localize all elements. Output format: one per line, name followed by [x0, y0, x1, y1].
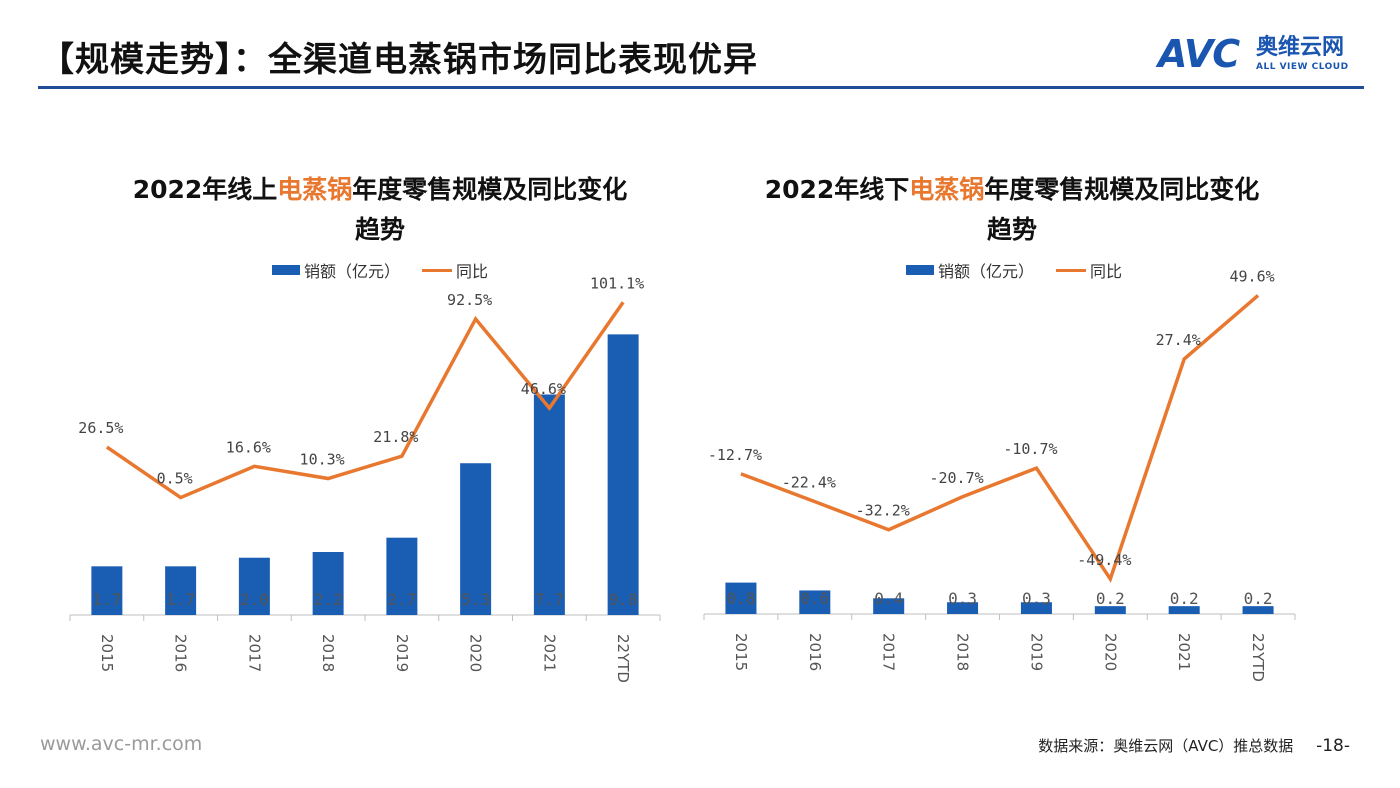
bar-label-offline-2019: 0.3 — [1022, 589, 1051, 608]
chart-title-offline-line2: 趋势 — [986, 215, 1037, 244]
yoy-label-online-22YTD: 101.1% — [590, 274, 644, 292]
chart-title-offline-suffix: 年度零售规模及同比变化 — [984, 175, 1260, 204]
logo-en-text: ALL VIEW CLOUD — [1256, 62, 1349, 72]
chart-title-online: 2022年线上电蒸锅年度零售规模及同比变化 趋势 — [80, 170, 680, 250]
chart-title-offline: 2022年线下电蒸锅年度零售规模及同比变化 趋势 — [712, 170, 1312, 250]
chart-title-online-prefix: 2022年线上 — [132, 175, 278, 204]
bar-offline-2016 — [799, 590, 831, 614]
yoy-label-online-2019: 21.8% — [373, 428, 418, 446]
page-number: -18- — [1316, 736, 1350, 756]
bar-label-online-2019: 2.7 — [387, 590, 416, 609]
yoy-label-online-2018: 10.3% — [300, 451, 345, 469]
bar-label-offline-2021: 0.2 — [1170, 589, 1199, 608]
category-label-online-22YTD: 22YTD — [614, 634, 632, 683]
bar-offline-2019 — [1020, 602, 1052, 614]
legend-bar-label: 销额（亿元） — [938, 262, 1035, 281]
category-label-online-2019: 2019 — [393, 634, 411, 672]
bar-label-offline-22YTD: 0.2 — [1244, 589, 1273, 608]
category-label-offline-2015: 2015 — [732, 633, 750, 671]
yoy-label-online-2016: 0.5% — [157, 470, 193, 488]
footer-source-line: 数据来源：奥维云网（AVC）推总数据 -18- — [1038, 735, 1350, 756]
legend-bar-label: 销额（亿元） — [304, 262, 401, 281]
bar-offline-2018 — [947, 602, 979, 614]
legend-line-label: 同比 — [1090, 262, 1123, 281]
category-label-offline-2017: 2017 — [880, 633, 898, 671]
bar-label-online-2021: 7.7 — [535, 590, 564, 609]
category-label-online-2017: 2017 — [245, 634, 263, 672]
chart-title-offline-product: 电蒸锅 — [909, 175, 985, 204]
category-label-offline-22YTD: 22YTD — [1249, 633, 1267, 682]
bar-online-2017 — [238, 557, 270, 615]
yoy-label-offline-2017: -32.2% — [856, 502, 910, 520]
legend-line-label: 同比 — [456, 262, 489, 281]
bar-label-online-2020: 5.3 — [461, 590, 490, 609]
yoy-label-offline-2018: -20.7% — [929, 469, 983, 487]
bar-online-2020 — [460, 463, 492, 615]
yoy-label-offline-2019: -10.7% — [1003, 440, 1057, 458]
footer-website: www.avc-mr.com — [40, 733, 203, 755]
bar-label-offline-2015: 0.8 — [726, 589, 755, 608]
chart-title-offline-prefix: 2022年线下 — [764, 175, 910, 204]
yoy-label-online-2020: 92.5% — [447, 291, 492, 309]
bar-label-online-2015: 1.7 — [92, 590, 121, 609]
category-label-online-2021: 2021 — [540, 634, 558, 672]
avc-logo: AVC 奥维云网 ALL VIEW CLOUD — [1158, 34, 1358, 80]
legend-bar-swatch — [906, 265, 934, 275]
bar-online-2016 — [165, 566, 197, 615]
page-title: 【规模走势】：全渠道电蒸锅市场同比表现优异 — [40, 40, 758, 80]
bar-label-online-22YTD: 9.8 — [609, 590, 638, 609]
category-label-online-2015: 2015 — [98, 634, 116, 672]
bar-offline-2015 — [725, 582, 757, 614]
title-divider — [38, 86, 1364, 89]
footer-source: 数据来源：奥维云网（AVC）推总数据 — [1038, 737, 1294, 755]
bar-online-2015 — [91, 566, 123, 615]
category-label-online-2016: 2016 — [172, 634, 190, 672]
bar-label-offline-2018: 0.3 — [948, 589, 977, 608]
bar-label-offline-2020: 0.2 — [1096, 589, 1125, 608]
yoy-label-offline-22YTD: 49.6% — [1229, 267, 1274, 285]
bar-online-22YTD — [607, 334, 639, 615]
chart-title-online-suffix: 年度零售规模及同比变化 — [352, 175, 628, 204]
yoy-label-online-2021: 46.6% — [521, 380, 566, 398]
bar-online-2019 — [386, 537, 418, 615]
bar-label-online-2018: 2.2 — [314, 590, 343, 609]
chart-title-online-line2: 趋势 — [354, 215, 405, 244]
yoy-label-offline-2015: -12.7% — [708, 446, 762, 464]
legend-bar-swatch — [272, 265, 300, 275]
category-label-offline-2016: 2016 — [806, 633, 824, 671]
bar-offline-22YTD — [1242, 606, 1274, 614]
logo-avc-text: AVC — [1158, 32, 1240, 76]
bar-offline-2021 — [1168, 606, 1200, 614]
legend-line-swatch — [1056, 268, 1087, 272]
bar-offline-2017 — [873, 598, 905, 614]
category-label-offline-2018: 2018 — [954, 633, 972, 671]
bar-online-2018 — [312, 552, 344, 615]
bar-label-offline-2017: 0.4 — [874, 589, 903, 608]
yoy-line-offline — [740, 294, 1260, 583]
category-label-offline-2019: 2019 — [1027, 633, 1045, 671]
chart-title-online-product: 电蒸锅 — [277, 175, 353, 204]
bar-offline-2020 — [1094, 606, 1126, 614]
bar-label-online-2017: 2.0 — [240, 590, 269, 609]
legend-offline: 销额（亿元） 同比 — [906, 258, 1122, 282]
yoy-label-offline-2020: -49.4% — [1077, 551, 1131, 569]
category-label-online-2018: 2018 — [319, 634, 337, 672]
yoy-label-online-2015: 26.5% — [78, 419, 123, 437]
logo-cn-text: 奥维云网 — [1256, 35, 1345, 60]
yoy-line-online — [105, 301, 625, 500]
legend-online: 销额（亿元） 同比 — [272, 258, 488, 282]
legend-line-swatch — [422, 268, 453, 272]
bar-online-2021 — [533, 394, 565, 615]
yoy-label-offline-2016: -22.4% — [782, 474, 836, 492]
yoy-label-online-2017: 16.6% — [226, 438, 271, 456]
bar-label-offline-2016: 0.6 — [800, 589, 829, 608]
category-label-online-2020: 2020 — [467, 634, 485, 672]
yoy-label-offline-2021: 27.4% — [1156, 331, 1201, 349]
category-label-offline-2020: 2020 — [1101, 633, 1119, 671]
category-label-offline-2021: 2021 — [1175, 633, 1193, 671]
bar-label-online-2016: 1.7 — [166, 590, 195, 609]
